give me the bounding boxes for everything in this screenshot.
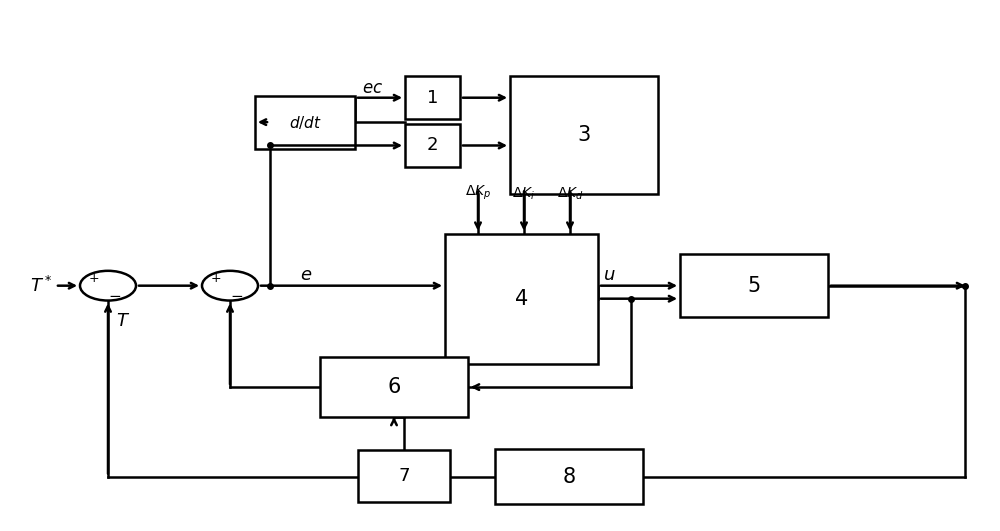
Text: $T^*$: $T^*$ <box>30 276 53 296</box>
Bar <box>405 76 460 119</box>
Text: $d/dt$: $d/dt$ <box>289 114 321 131</box>
Bar <box>320 357 468 417</box>
Text: $e$: $e$ <box>300 266 312 284</box>
Text: −: − <box>231 288 243 304</box>
Text: 7: 7 <box>398 467 410 485</box>
Text: $\Delta K_d$: $\Delta K_d$ <box>557 185 583 202</box>
Text: $ec$: $ec$ <box>362 79 383 97</box>
Text: 4: 4 <box>515 289 528 309</box>
Text: −: − <box>109 288 121 304</box>
Bar <box>405 124 460 167</box>
Text: $T$: $T$ <box>116 312 130 330</box>
Bar <box>495 449 643 504</box>
Bar <box>510 76 658 194</box>
Bar <box>680 254 828 317</box>
Bar <box>358 450 450 502</box>
Text: 1: 1 <box>427 89 438 107</box>
Text: +: + <box>89 272 99 286</box>
Text: $u$: $u$ <box>603 266 616 284</box>
Bar <box>445 234 598 364</box>
Text: 8: 8 <box>562 467 576 486</box>
Text: 2: 2 <box>427 136 438 155</box>
Text: +: + <box>211 272 221 286</box>
Text: 5: 5 <box>747 276 761 296</box>
Text: 6: 6 <box>387 377 401 397</box>
Text: 3: 3 <box>577 125 591 145</box>
Text: $\Delta K_i$: $\Delta K_i$ <box>512 185 536 202</box>
Text: $\Delta K_p$: $\Delta K_p$ <box>465 184 491 202</box>
Bar <box>255 96 355 149</box>
